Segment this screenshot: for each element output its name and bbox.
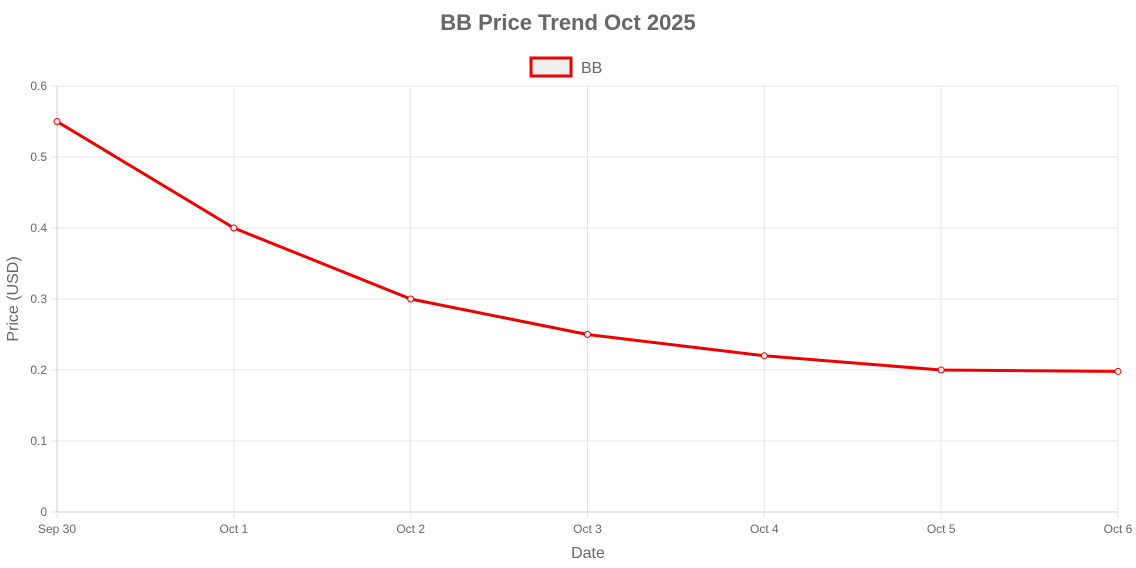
- legend-swatch: [529, 56, 573, 78]
- chart-title: BB Price Trend Oct 2025: [440, 10, 696, 35]
- data-point[interactable]: [230, 224, 238, 232]
- x-tick-label: Oct 1: [219, 522, 248, 536]
- data-point[interactable]: [760, 352, 768, 360]
- data-point[interactable]: [53, 118, 61, 125]
- legend-label: BB: [581, 60, 602, 77]
- y-tick-label: 0.4: [30, 221, 47, 235]
- x-tick-label: Oct 5: [927, 522, 956, 536]
- data-point[interactable]: [407, 295, 415, 303]
- data-point[interactable]: [584, 331, 591, 338]
- y-tick-label: 0.3: [30, 292, 47, 306]
- y-tick-label: 0: [40, 505, 47, 519]
- series-bb: [53, 118, 1122, 375]
- y-tick-label: 0.1: [30, 434, 47, 448]
- x-tick-label: Sep 30: [38, 522, 76, 536]
- x-tick-label: Oct 4: [750, 522, 779, 536]
- y-tick-label: 0.2: [30, 363, 47, 377]
- y-tick-label: 0.5: [30, 150, 47, 164]
- y-axis-ticks: 0 0.1 0.2 0.3 0.4 0.5 0.6: [30, 79, 47, 519]
- grid: [51, 85, 1119, 518]
- data-point[interactable]: [937, 366, 945, 374]
- y-tick-label: 0.6: [30, 79, 47, 93]
- y-axis-title: Price (USD): [5, 256, 22, 341]
- legend[interactable]: BB: [529, 56, 602, 78]
- data-point[interactable]: [1114, 367, 1122, 375]
- x-tick-label: Oct 6: [1104, 522, 1133, 536]
- x-tick-label: Oct 2: [396, 522, 425, 536]
- x-tick-label: Oct 3: [573, 522, 602, 536]
- x-axis-ticks: Sep 30 Oct 1 Oct 2 Oct 3 Oct 4 Oct 5 Oct 6: [38, 522, 1133, 536]
- x-axis-title: Date: [571, 545, 605, 562]
